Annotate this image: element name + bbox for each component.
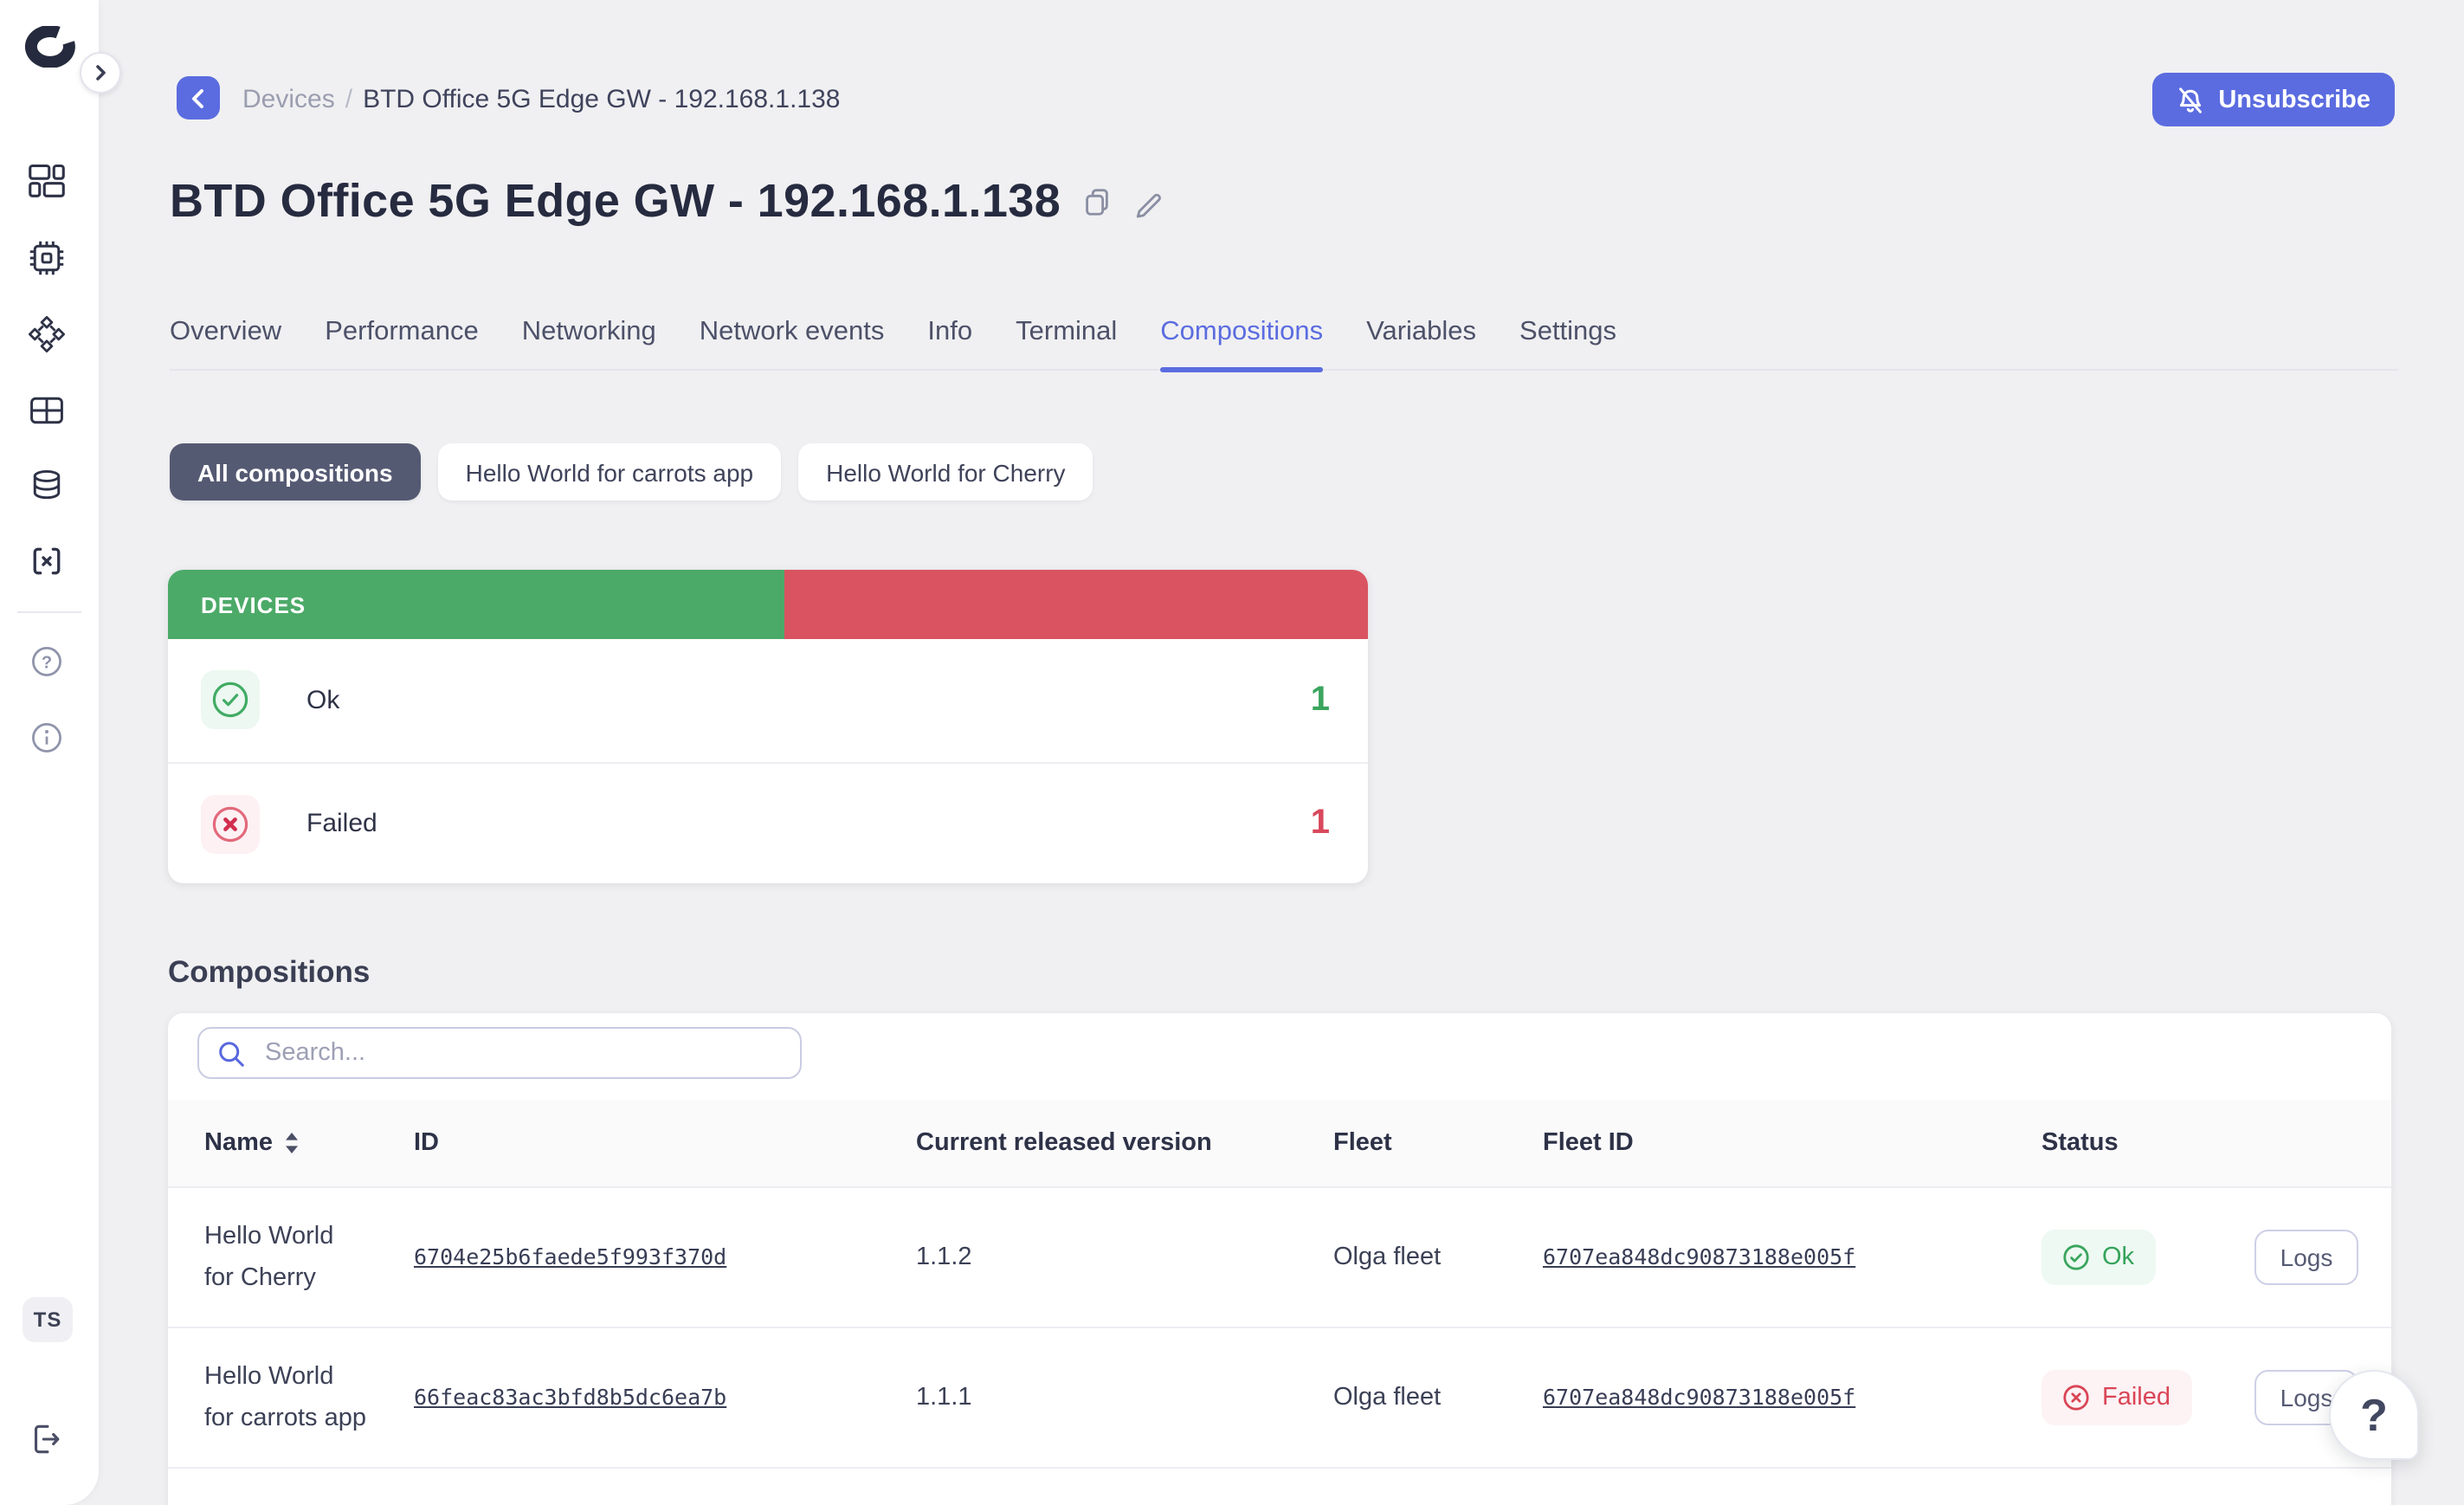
tab-bar: Overview Performance Networking Network … (170, 294, 2398, 371)
table-row: Hello World for carrots app 66feac83ac3b… (168, 1328, 2391, 1469)
devices-summary-card: DEVICES Ok 1 (168, 570, 1368, 883)
sidebar-expand-button[interactable] (80, 52, 121, 94)
x-circle-icon (201, 794, 260, 853)
tab-overview[interactable]: Overview (170, 316, 282, 346)
status-badge: Ok (2042, 1230, 2156, 1285)
composition-name: Hello World for Cherry (204, 1223, 334, 1292)
filter-hello-world-cherry[interactable]: Hello World for Cherry (798, 443, 1093, 501)
unsubscribe-button[interactable]: Unsubscribe (2152, 73, 2395, 126)
avatar[interactable]: TS (23, 1297, 73, 1342)
composition-version: 1.1.2 (916, 1243, 972, 1271)
sidebar: ? TS (0, 0, 99, 1505)
tab-terminal[interactable]: Terminal (1016, 316, 1118, 346)
devices-bar-title: DEVICES (201, 591, 306, 617)
failed-count: 1 (1310, 804, 1330, 842)
breadcrumb-separator: / (345, 85, 353, 114)
database-icon[interactable] (28, 466, 66, 504)
composition-fleet: Olga fleet (1333, 1384, 1442, 1411)
composition-id-link[interactable]: 66feac83ac3bfd8b5dc6ea7b (414, 1384, 727, 1410)
page-title: BTD Office 5G Edge GW - 192.168.1.138 (170, 175, 1061, 227)
column-header-fleet: Fleet (1333, 1129, 1392, 1157)
back-button[interactable] (177, 76, 220, 119)
title-row: BTD Office 5G Edge GW - 192.168.1.138 (170, 175, 1164, 229)
composition-fleet: Olga fleet (1333, 1243, 1442, 1271)
search-box (197, 1027, 802, 1079)
ok-count: 1 (1310, 680, 1330, 719)
devices-row-ok: Ok 1 (168, 639, 1368, 763)
unsubscribe-label: Unsubscribe (2218, 86, 2370, 113)
brand-logo (23, 26, 78, 68)
composition-filters: All compositions Hello World for carrots… (170, 443, 1093, 501)
tab-variables[interactable]: Variables (1366, 316, 1477, 346)
fleet-id-link[interactable]: 6707ea848dc90873188e005f (1543, 1243, 1856, 1269)
table-row: Hello World for Cherry 6704e25b6faede5f9… (168, 1188, 2391, 1328)
code-icon[interactable] (28, 542, 66, 580)
check-circle-icon (201, 670, 260, 730)
help-launcher-button[interactable]: ? (2329, 1370, 2419, 1460)
column-header-version: Current released version (916, 1129, 1212, 1157)
x-circle-icon (2063, 1385, 2089, 1411)
sort-icon[interactable] (283, 1131, 299, 1155)
column-header-name[interactable]: Name (204, 1129, 414, 1157)
question-mark-icon: ? (2360, 1388, 2388, 1440)
compositions-table-card: Name ID Current released version Fleet F… (168, 1013, 2391, 1505)
info-icon[interactable] (28, 719, 66, 757)
filter-hello-world-carrots[interactable]: Hello World for carrots app (437, 443, 782, 501)
fleet-id-link[interactable]: 6707ea848dc90873188e005f (1543, 1384, 1856, 1410)
composition-version: 1.1.1 (916, 1384, 972, 1411)
logout-icon[interactable] (28, 1420, 66, 1458)
bar-segment-ok: DEVICES (168, 570, 784, 639)
compositions-heading: Compositions (168, 954, 371, 989)
tab-network-events[interactable]: Network events (699, 316, 885, 346)
status-badge: Failed (2042, 1370, 2191, 1425)
workflow-icon[interactable] (28, 315, 66, 353)
svg-text:?: ? (42, 653, 52, 672)
tab-networking[interactable]: Networking (521, 316, 656, 346)
devices-row-failed: Failed 1 (168, 763, 1368, 883)
copy-icon[interactable] (1080, 185, 1113, 218)
cpu-icon[interactable] (28, 239, 66, 277)
check-circle-icon (2063, 1244, 2089, 1270)
breadcrumb-current: BTD Office 5G Edge GW - 192.168.1.138 (363, 85, 841, 114)
column-header-id: ID (414, 1129, 439, 1157)
bar-segment-failed (784, 570, 1368, 639)
column-header-status: Status (2042, 1129, 2119, 1157)
tab-compositions[interactable]: Compositions (1160, 294, 1323, 371)
devices-stacked-bar: DEVICES (168, 570, 1368, 639)
filter-all-compositions[interactable]: All compositions (170, 443, 421, 501)
tab-settings[interactable]: Settings (1519, 316, 1617, 346)
edit-pencil-icon[interactable] (1132, 185, 1164, 218)
sidebar-divider (17, 611, 81, 613)
table-icon[interactable] (28, 391, 66, 430)
tab-performance[interactable]: Performance (325, 316, 479, 346)
breadcrumb: Devices / BTD Office 5G Edge GW - 192.168.… (242, 85, 840, 114)
chevron-right-icon (96, 65, 106, 81)
breadcrumb-parent[interactable]: Devices (242, 85, 335, 114)
table-header-row: Name ID Current released version Fleet F… (168, 1100, 2391, 1188)
search-icon (219, 1041, 244, 1066)
column-header-fleet-id: Fleet ID (1543, 1129, 1634, 1157)
chevron-left-icon (192, 88, 203, 107)
composition-id-link[interactable]: 6704e25b6faede5f993f370d (414, 1243, 727, 1269)
logs-button[interactable]: Logs (2254, 1230, 2358, 1285)
ok-label: Ok (306, 685, 340, 715)
search-input[interactable] (261, 1037, 783, 1069)
failed-label: Failed (306, 809, 377, 838)
main-content: Devices / BTD Office 5G Edge GW - 192.168.… (99, 0, 2464, 1505)
tab-info[interactable]: Info (927, 316, 973, 346)
composition-name: Hello World for carrots app (204, 1363, 366, 1432)
help-icon[interactable]: ? (28, 643, 66, 681)
bell-off-icon (2179, 87, 2203, 113)
dashboard-icon[interactable] (28, 161, 66, 199)
